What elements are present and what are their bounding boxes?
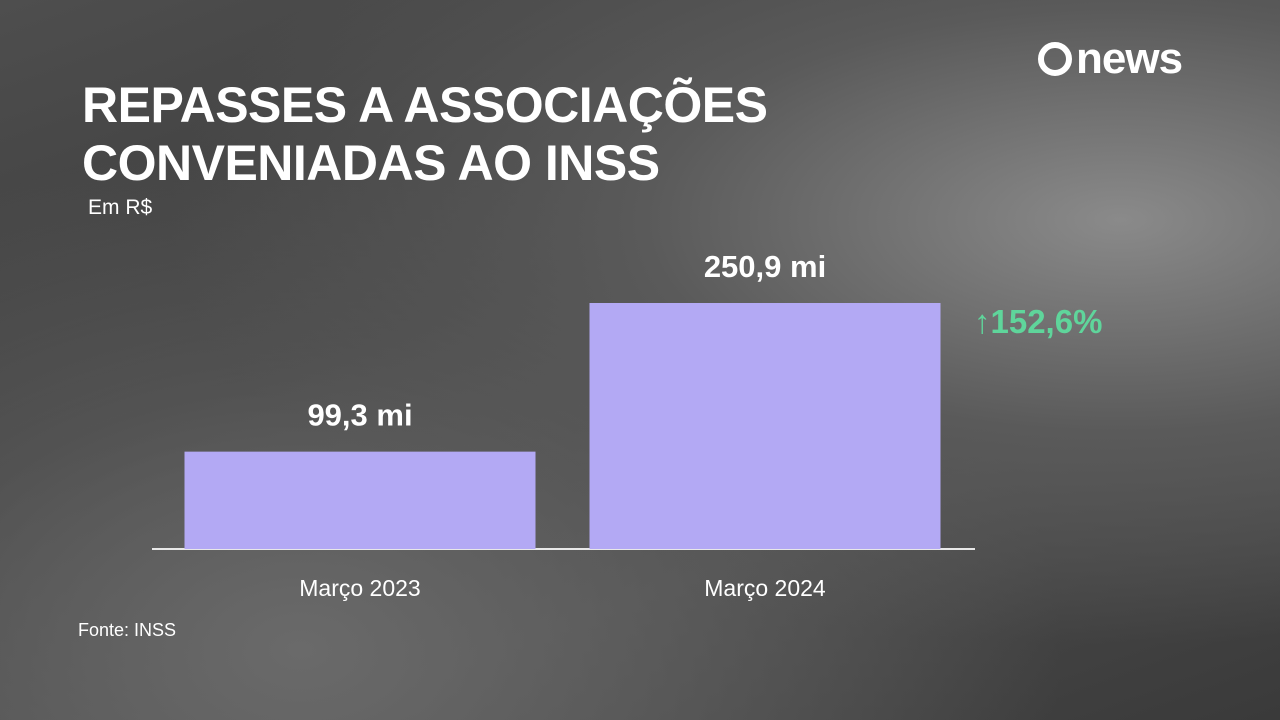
logo: news (1038, 34, 1183, 84)
x-tick-label: Março 2024 (704, 575, 826, 601)
value-label: 250,9 mi (704, 249, 826, 284)
value-label: 99,3 mi (307, 398, 412, 433)
chart-subtitle: Em R$ (88, 196, 153, 219)
annotation: ↑152,6% (974, 303, 1102, 340)
bar (589, 303, 941, 549)
logo-mark (1038, 42, 1072, 76)
chart-title: REPASSES A ASSOCIAÇÕES CONVENIADAS AO IN… (82, 77, 768, 191)
logo-text: news (1076, 34, 1183, 83)
bar (184, 451, 536, 549)
source-note: Fonte: INSS (78, 620, 177, 640)
x-tick-label: Março 2023 (299, 575, 420, 601)
